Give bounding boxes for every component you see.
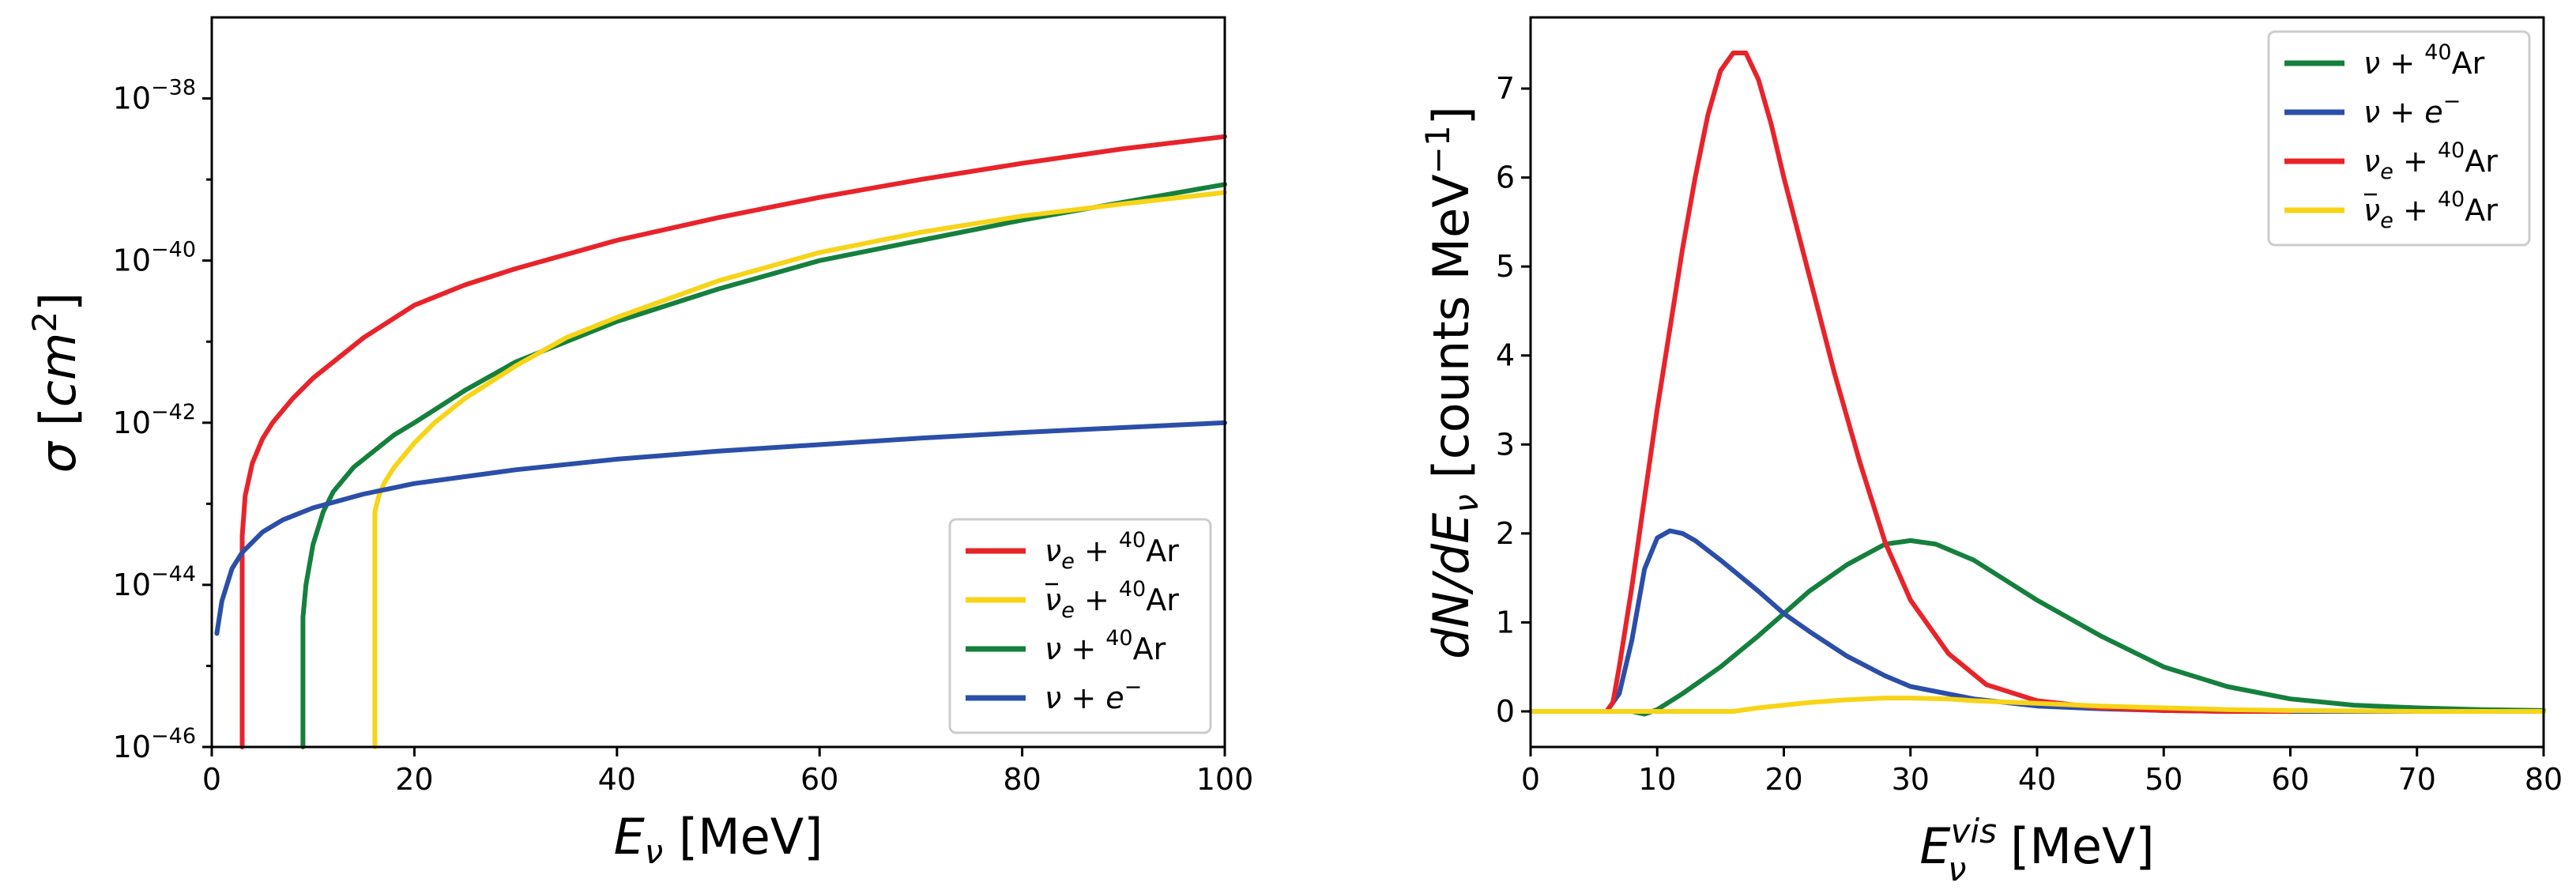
- x-tick-label: 40: [2018, 762, 2056, 797]
- x-tick-label: 100: [1196, 762, 1254, 797]
- y-tick-label: 7: [1496, 71, 1515, 106]
- y-tick-label: 10−40: [113, 238, 196, 278]
- cross-section-chart: 0 20 40 60 80 100 10−38 10−40 10−42 10−44 10−46 E…: [25, 16, 1253, 871]
- cross-section-line-nu_e: [214, 420, 1227, 636]
- legend-label-nu_ar: ν + 40Ar: [1045, 626, 1166, 666]
- x-tick-label: 50: [2145, 762, 2182, 797]
- spectrum-y-label: dN/dEν [counts MeV−1]: [1418, 106, 1486, 659]
- legend-label-nue_ar: νe + 40Ar: [2363, 138, 2498, 184]
- x-tick-label: 80: [1003, 762, 1041, 797]
- legend-label-nuebar_ar: νe + 40Ar: [2363, 187, 2498, 233]
- y-tick-label: 2: [1496, 516, 1515, 551]
- cross-section-line-nuebar_ar: [372, 190, 1227, 749]
- cross-section-y-label: σ [cm2]: [25, 292, 87, 473]
- spectrum-x-ticks: 0 10 20 30 40 50 60 70 80: [1521, 747, 2563, 797]
- x-tick-label: 30: [1892, 762, 1930, 797]
- spectrum-chart: 0 10 20 30 40 50 60 70 80 0 1 2 3 4 5 6 7 Evis ν [MeV] d…: [1418, 16, 2563, 888]
- spectrum-x-label: Evis ν [MeV]: [1919, 812, 2154, 888]
- x-tick-label: 70: [2398, 762, 2436, 797]
- legend-label-nue_ar: νe + 40Ar: [1045, 528, 1179, 574]
- legend-label-nu_e: ν + e−: [2363, 89, 2461, 130]
- y-tick-label: 10−44: [113, 562, 196, 602]
- y-tick-label: 0: [1496, 694, 1515, 729]
- cross-section-plot-frame: [210, 16, 1226, 749]
- x-tick-label: 20: [1764, 762, 1802, 797]
- x-tick-label: 0: [202, 762, 221, 797]
- spectrum-y-ticks: 0 1 2 3 4 5 6 7: [1496, 71, 1531, 729]
- cross-section-series: [214, 134, 1227, 749]
- x-tick-label: 40: [598, 762, 636, 797]
- y-tick-label: 3: [1496, 427, 1515, 462]
- cross-section-y-ticks: 10−38 10−40 10−42 10−44 10−46: [113, 76, 212, 764]
- x-tick-label: 60: [800, 762, 838, 797]
- spectrum-line-nue_ar: [1528, 51, 2293, 714]
- y-tick-label: 5: [1496, 249, 1515, 284]
- legend-label-nu_e: ν + e−: [1045, 675, 1142, 715]
- cross-section-x-ticks: 0 20 40 60 80 100: [202, 747, 1253, 797]
- x-tick-label: 80: [2525, 762, 2563, 797]
- cross-section-line-nue_ar: [239, 134, 1227, 749]
- legend-label-nuebar_ar: νe + 40Ar: [1045, 577, 1179, 623]
- legend-box: [948, 518, 1212, 734]
- y-tick-label: 1: [1496, 605, 1515, 639]
- spectrum-series: [1528, 51, 2546, 717]
- spectrum-line-nu_ar: [1528, 538, 2546, 717]
- x-tick-label: 0: [1521, 762, 1540, 797]
- x-tick-label: 10: [1638, 762, 1676, 797]
- y-tick-label: 10−46: [113, 724, 196, 764]
- spectrum-line-nu_e: [1528, 528, 2546, 714]
- y-tick-label: 10−42: [113, 400, 196, 440]
- y-tick-label: 10−38: [113, 76, 196, 116]
- x-tick-label: 60: [2271, 762, 2309, 797]
- cross-section-x-label: Eν [MeV]: [614, 808, 823, 871]
- x-tick-label: 20: [395, 762, 433, 797]
- cross-section-line-nu_ar: [300, 182, 1227, 749]
- y-tick-label: 6: [1496, 160, 1515, 195]
- spectrum-line-nuebar_ar: [1528, 696, 2546, 714]
- legend-label-nu_ar: ν + 40Ar: [2363, 40, 2485, 81]
- legend-box: [2267, 30, 2531, 247]
- y-tick-label: 4: [1496, 338, 1515, 373]
